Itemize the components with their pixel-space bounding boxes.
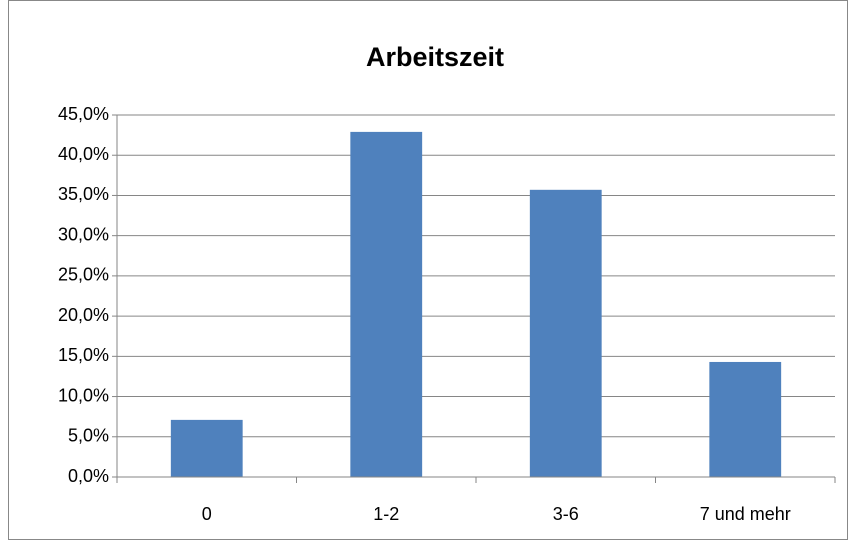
y-tick-label: 10,0% [58, 385, 109, 405]
y-tick-label: 35,0% [58, 184, 109, 204]
bar [350, 131, 423, 478]
x-tick-label: 0 [202, 504, 212, 524]
y-tick-label: 0,0% [68, 466, 109, 486]
y-tick-label: 40,0% [58, 144, 109, 164]
bar [529, 189, 602, 477]
y-tick-label: 15,0% [58, 345, 109, 365]
y-tick-label: 30,0% [58, 224, 109, 244]
bar [170, 419, 243, 477]
chart-frame [8, 0, 848, 540]
x-tick-label: 7 und mehr [700, 504, 791, 524]
y-tick-label: 20,0% [58, 305, 109, 325]
x-tick-label: 1-2 [373, 504, 399, 524]
chart-title: Arbeitszeit [366, 42, 504, 72]
y-tick-label: 45,0% [58, 104, 109, 124]
y-tick-label: 25,0% [58, 265, 109, 285]
x-tick-label: 3-6 [553, 504, 579, 524]
y-tick-label: 5,0% [68, 426, 109, 446]
bar [709, 361, 782, 477]
